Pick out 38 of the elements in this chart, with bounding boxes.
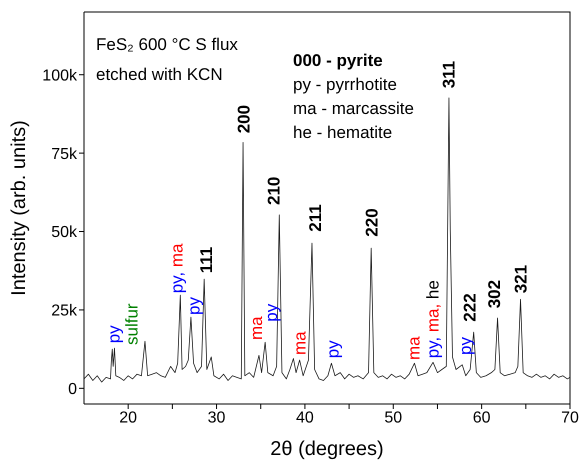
annotation: 302 — [485, 280, 504, 308]
annotation: 000 - pyrite — [293, 51, 383, 70]
x-tick-label: 20 — [119, 409, 138, 426]
y-tick-label: 50k — [51, 224, 78, 242]
annotation: py, ma — [168, 243, 187, 294]
annotation: 200 — [234, 104, 254, 134]
y-axis-title: Intensity (arb. units) — [8, 120, 30, 296]
annotation: ma — [404, 336, 424, 360]
annotation: py — [323, 340, 342, 358]
annotation: py — [104, 324, 124, 344]
annotation: 311 — [439, 60, 458, 88]
annotation: ma — [290, 330, 310, 355]
annotation: 211 — [306, 204, 325, 232]
annotation: ma - marcassite — [293, 99, 414, 118]
annotation: 111 — [197, 246, 216, 274]
x-tick-label: 50 — [384, 409, 402, 426]
x-tick-label: 70 — [561, 409, 579, 426]
annotation: 220 — [362, 208, 382, 237]
y-tick-label: 25k — [51, 302, 78, 320]
x-tick-label: 40 — [296, 409, 314, 426]
annotation: py, ma, he — [424, 280, 443, 358]
annotation: py — [184, 296, 204, 315]
annotation: FeS₂ 600 °C S flux — [96, 35, 238, 54]
y-tick-label: 75k — [51, 146, 78, 163]
annotation: sulfur — [122, 303, 142, 345]
annotation: py - pyrrhotite — [293, 75, 397, 94]
x-tick-label: 30 — [208, 409, 226, 426]
x-tick-label: 60 — [472, 409, 491, 426]
line-series — [84, 98, 570, 382]
annotation: he - hematite — [293, 123, 392, 142]
annotation: 321 — [512, 264, 531, 294]
annotation: etched with KCN — [96, 65, 223, 84]
annotation: 222 — [460, 293, 480, 322]
x-axis-title: 2θ (degrees) — [270, 438, 384, 460]
y-tick-label: 0 — [68, 381, 78, 398]
annotation: py — [456, 336, 475, 355]
y-tick-label: 100k — [42, 67, 78, 84]
annotation: 210 — [264, 176, 284, 205]
